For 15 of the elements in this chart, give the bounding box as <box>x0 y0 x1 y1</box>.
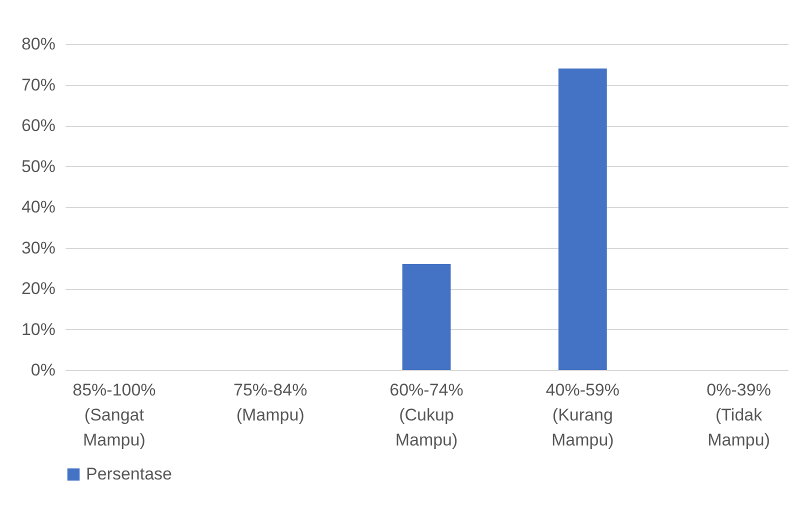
y-tick-label: 80% <box>21 34 56 54</box>
y-tick-label: 50% <box>21 156 56 176</box>
x-tick-label: 75%-84% (Mampu) <box>233 380 308 424</box>
y-tick-label: 20% <box>21 279 56 298</box>
y-tick-label: 30% <box>21 238 56 258</box>
legend-label: Persentase <box>86 464 172 484</box>
y-tick-label: 0% <box>30 360 56 380</box>
x-tick-label: 40%-59% (Kurang Mampu) <box>546 380 620 450</box>
y-tick-label: 60% <box>21 116 56 135</box>
y-tick-label: 10% <box>21 320 56 339</box>
x-tick-label: 0%-39% (Tidak Mampu) <box>706 380 771 450</box>
y-tick-label: 40% <box>21 198 56 216</box>
x-tick-label: 85%-100% (Sangat Mampu) <box>72 380 156 450</box>
y-tick-label: 70% <box>21 75 56 94</box>
x-tick-label: 60%-74% (Cukup Mampu) <box>390 380 464 450</box>
